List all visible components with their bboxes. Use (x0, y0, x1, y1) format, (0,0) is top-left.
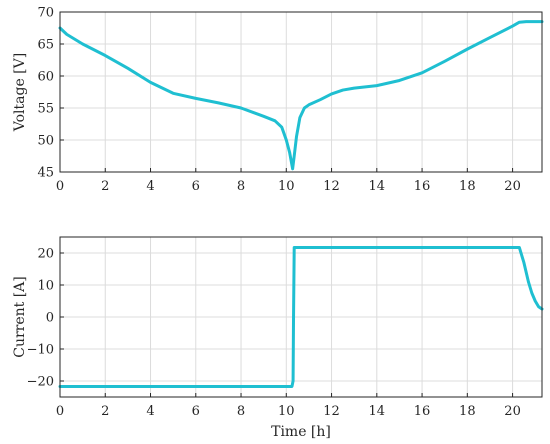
current-chart: 0 2 4 6 8 10 12 14 16 18 20 −20 −10 0 10 20 Current [A… (12, 236, 544, 440)
current-x-tick-label: 8 (237, 404, 245, 419)
voltage-y-tick-label: 60 (37, 70, 54, 85)
voltage-x-tick-label: 4 (146, 179, 154, 194)
voltage-x-tick-label: 0 (56, 179, 64, 194)
current-x-tick-label: 12 (323, 404, 340, 419)
current-y-tick-label: 10 (37, 279, 54, 294)
current-y-tick-label: 0 (46, 311, 54, 326)
voltage-y-tick-label: 50 (37, 134, 54, 149)
voltage-y-axis-label: Voltage [V] (12, 53, 28, 132)
current-x-tick-label: 10 (278, 404, 295, 419)
voltage-y-tick-label: 70 (37, 6, 54, 21)
current-y-tick-label: −10 (27, 343, 54, 358)
voltage-series-line (58, 20, 544, 171)
current-y-axis-label: Current [A] (12, 276, 28, 358)
current-x-tick-label: 0 (56, 404, 64, 419)
voltage-plot-frame (59, 11, 543, 173)
voltage-y-tick-label: 45 (37, 166, 54, 181)
current-x-tick-label: 14 (369, 404, 386, 419)
current-y-tick-label: −20 (27, 375, 54, 390)
voltage-y-tick-label: 65 (37, 38, 54, 53)
time-x-axis-label: Time [h] (271, 424, 331, 440)
voltage-x-tick-label: 6 (192, 179, 200, 194)
current-x-tick-label: 20 (504, 404, 521, 419)
current-x-tick-label: 6 (192, 404, 200, 419)
voltage-x-tick-label: 2 (101, 179, 109, 194)
voltage-x-tick-label: 8 (237, 179, 245, 194)
voltage-x-tick-label: 14 (369, 179, 386, 194)
voltage-chart: 0 2 4 6 8 10 12 14 16 18 20 45 50 55 60 65 70 Voltage [… (12, 6, 544, 194)
voltage-x-tick-label: 18 (459, 179, 476, 194)
current-x-tick-label: 16 (414, 404, 431, 419)
voltage-x-tick-label: 20 (504, 179, 521, 194)
voltage-x-tick-label: 10 (278, 179, 295, 194)
current-x-tick-label: 18 (459, 404, 476, 419)
current-x-tick-label: 4 (146, 404, 154, 419)
current-series-line (58, 246, 544, 388)
current-x-tick-label: 2 (101, 404, 109, 419)
voltage-x-tick-label: 12 (323, 179, 340, 194)
voltage-x-tick-label: 16 (414, 179, 431, 194)
voltage-y-tick-label: 55 (37, 102, 54, 117)
current-y-tick-label: 20 (37, 247, 54, 262)
